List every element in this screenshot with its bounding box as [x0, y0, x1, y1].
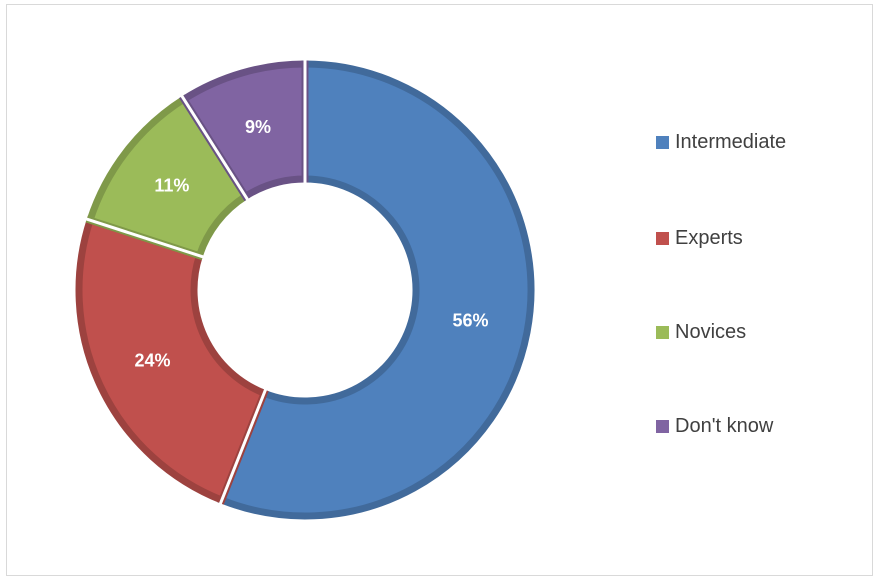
- slices-group: [75, 60, 535, 520]
- legend: Intermediate Experts Novices Don't know: [656, 0, 866, 582]
- legend-swatch-novices: [656, 326, 669, 339]
- data-label-don-t-know: 9%: [245, 117, 271, 137]
- legend-item-novices: Novices: [656, 321, 746, 344]
- data-label-experts: 24%: [135, 350, 171, 370]
- slice-intermediate: [217, 60, 535, 520]
- slice-separator: [218, 388, 268, 505]
- legend-item-intermediate: Intermediate: [656, 131, 786, 154]
- legend-label-dont-know: Don't know: [675, 415, 774, 437]
- slice-separator: [180, 95, 249, 201]
- labels-group: 56% 24% 11% 9%: [135, 117, 489, 371]
- data-label-novices: 11%: [154, 175, 189, 195]
- slice-experts: [75, 215, 269, 505]
- legend-swatch-experts: [656, 232, 669, 245]
- legend-label-experts: Experts: [675, 227, 743, 249]
- slice-separator: [85, 217, 204, 259]
- legend-label-novices: Novices: [675, 321, 747, 343]
- legend-swatch-intermediate: [656, 136, 669, 149]
- data-label-intermediate: 56%: [452, 310, 488, 330]
- legend-label-intermediate: Intermediate: [675, 131, 787, 153]
- legend-item-dont-know: Don't know: [656, 415, 773, 438]
- legend-item-experts: Experts: [656, 227, 743, 250]
- legend-swatch-dont-know: [656, 420, 669, 433]
